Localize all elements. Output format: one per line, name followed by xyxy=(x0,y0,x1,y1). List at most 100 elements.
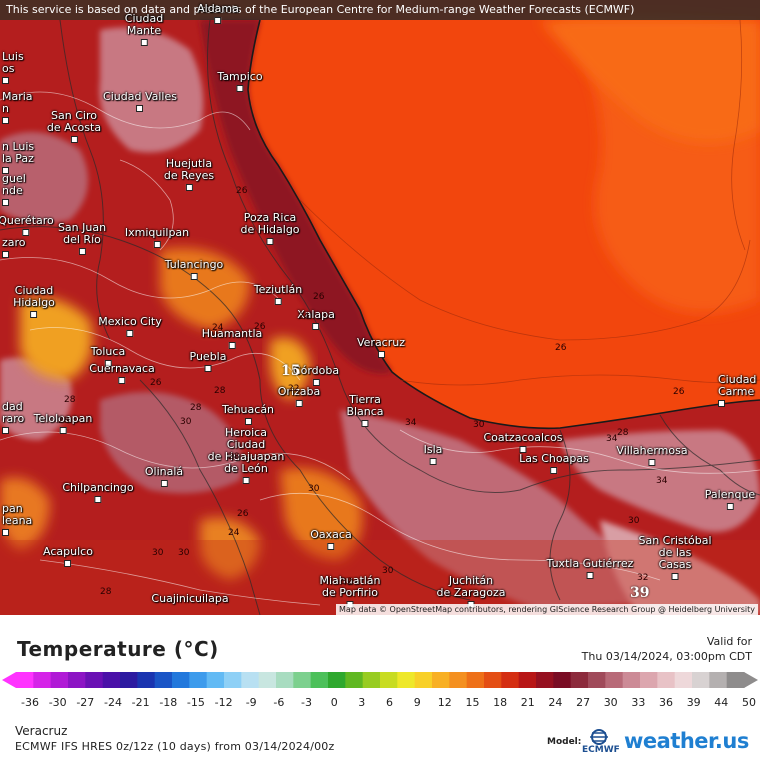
city-san-ciro[interactable]: San Ciro de Acosta xyxy=(47,110,101,143)
contour-label: 26 xyxy=(237,509,249,519)
contour-label: 24 xyxy=(212,323,224,333)
city-coatzacoalcos[interactable]: Coatzacoalcos xyxy=(483,432,562,453)
scale-tick-label: -27 xyxy=(76,696,95,709)
city-huamantla[interactable]: Huamantla xyxy=(202,328,263,349)
city-zaro[interactable]: zaro xyxy=(2,237,26,258)
weather-us-logo[interactable]: weather.us xyxy=(624,729,749,753)
scale-swatch xyxy=(345,672,364,688)
contour-label: 26 xyxy=(673,387,685,397)
city-queretaro[interactable]: Querétaro xyxy=(0,215,54,236)
city-oaxaca[interactable]: Oaxaca xyxy=(310,529,351,550)
city-ixmiquilpan[interactable]: Ixmiquilpan xyxy=(125,227,189,248)
city-toluca[interactable]: Toluca xyxy=(91,346,125,367)
contour-label: 24 xyxy=(228,528,240,538)
scale-tick-label: -3 xyxy=(301,696,312,709)
scale-swatch xyxy=(449,672,468,688)
city-acapulco[interactable]: Acapulco xyxy=(43,546,93,567)
scale-swatch xyxy=(16,672,34,688)
city-palenque[interactable]: Palenque xyxy=(705,489,755,510)
city-juchitan[interactable]: Juchitán de Zaragoza xyxy=(436,575,505,608)
city-ciudad-carmen[interactable]: Ciudad Carme xyxy=(718,374,756,407)
scale-swatch xyxy=(484,672,502,688)
highland-central-south xyxy=(100,392,242,494)
city-tulancingo[interactable]: Tulancingo xyxy=(165,259,224,280)
scale-swatch xyxy=(380,672,398,688)
scale-tick-label: 30 xyxy=(603,696,618,709)
city-miahuatlan[interactable]: Miahuatlán de Porfirio xyxy=(319,575,380,608)
max-temp-label: 39 xyxy=(630,585,650,601)
city-tierra-blanca[interactable]: Tierra Blanca xyxy=(346,394,383,427)
city-aldama[interactable]: Aldama xyxy=(197,3,239,24)
scale-swatch xyxy=(588,672,606,688)
scale-swatch xyxy=(414,672,433,688)
scale-tick-label: -9 xyxy=(245,696,257,709)
scale-swatch xyxy=(310,672,329,688)
scale-swatch xyxy=(50,672,69,688)
contour-label: 30 xyxy=(308,484,320,494)
city-orizaba[interactable]: Orizaba xyxy=(278,386,320,407)
city-cordoba[interactable]: Córdoba xyxy=(293,365,339,386)
city-tampico[interactable]: Tampico xyxy=(217,71,262,92)
contour-label: 26 xyxy=(236,186,248,196)
scale-arrow-high xyxy=(744,672,758,688)
city-tehuacan[interactable]: Tehuacán xyxy=(222,404,274,425)
scale-swatch xyxy=(466,672,485,688)
city-isla[interactable]: Isla xyxy=(424,444,443,465)
scale-swatch xyxy=(432,672,450,688)
scale-swatch xyxy=(241,672,260,688)
valid-label: Valid for xyxy=(706,635,752,648)
city-las-choapas[interactable]: Las Choapas xyxy=(519,453,589,474)
warm-pocket-toluca xyxy=(20,297,93,380)
city-teloloapan[interactable]: Teloloapan xyxy=(34,413,93,434)
city-tuxtla[interactable]: Tuxtla Gutiérrez xyxy=(547,558,634,579)
city-huejutla[interactable]: Huejutla de Reyes xyxy=(164,158,214,191)
city-cuernavaca[interactable]: Cuernavaca xyxy=(89,363,155,384)
ecmwf-notice: This service is based on data and produc… xyxy=(0,0,760,20)
contour-label: 28 xyxy=(214,386,226,396)
city-san-juan[interactable]: San Juan del Río xyxy=(58,222,106,255)
scale-tick-label: 44 xyxy=(714,696,729,709)
city-teziutlan[interactable]: Teziutlán xyxy=(254,284,303,305)
city-valles[interactable]: Ciudad Valles xyxy=(103,91,177,112)
contour-label: 34 xyxy=(656,476,668,486)
scale-swatch xyxy=(137,672,156,688)
contour-label: 28 xyxy=(58,416,70,426)
city-poza-rica[interactable]: Poza Rica de Hidalgo xyxy=(240,212,299,245)
scale-swatch xyxy=(622,672,641,688)
city-cuajinicuilapa[interactable]: Cuajinicuilapa xyxy=(151,592,229,605)
city-olinala[interactable]: Olinalá xyxy=(145,466,183,487)
city-dad[interactable]: dad raro xyxy=(2,401,24,434)
contour-label: 28 xyxy=(190,403,202,413)
scale-swatch xyxy=(172,672,190,688)
city-huajuapan[interactable]: Heroica Ciudad de Huajuapan de León xyxy=(208,427,285,484)
scale-tick-label: 12 xyxy=(437,696,452,709)
city-guel[interactable]: guel nde xyxy=(2,173,26,206)
city-san-cristobal[interactable]: San Cristóbal de las Casas xyxy=(638,535,711,580)
map-attribution: Map data © OpenStreetMap contributors, r… xyxy=(336,604,758,615)
scale-tick-label: -12 xyxy=(214,696,233,709)
location-name: Veracruz xyxy=(15,724,68,738)
city-xalapa[interactable]: Xalapa xyxy=(297,309,335,330)
city-mexico-city[interactable]: Mexico City xyxy=(98,316,161,337)
city-ciudad-hidalgo[interactable]: Ciudad Hidalgo xyxy=(13,285,55,318)
city-puebla[interactable]: Puebla xyxy=(190,351,227,372)
scale-tick-label: 24 xyxy=(548,696,563,709)
contour-label: 30 xyxy=(178,548,190,558)
city-mante[interactable]: Ciudad Mante xyxy=(125,13,163,46)
city-la-paz[interactable]: n Luis la Paz xyxy=(2,141,34,174)
city-veracruz[interactable]: Veracruz xyxy=(357,337,405,358)
contour-label: 34 xyxy=(606,434,618,444)
scale-tick-label: 6 xyxy=(386,696,393,709)
city-chilpancingo[interactable]: Chilpancingo xyxy=(62,482,133,503)
ecmwf-logo-text: ECMWF xyxy=(582,745,620,755)
city-maria[interactable]: Maria n xyxy=(2,91,33,124)
color-scale-bar xyxy=(2,672,758,688)
contour-label: 24 xyxy=(298,312,310,322)
city-pan[interactable]: pan leana xyxy=(2,503,32,536)
scale-swatch xyxy=(154,672,173,688)
city-villahermosa[interactable]: Villahermosa xyxy=(616,445,687,466)
scale-swatch xyxy=(518,672,537,688)
city-luis[interactable]: Luis os xyxy=(2,51,24,84)
contour-label: 34 xyxy=(405,418,417,428)
scale-swatch xyxy=(657,672,676,688)
